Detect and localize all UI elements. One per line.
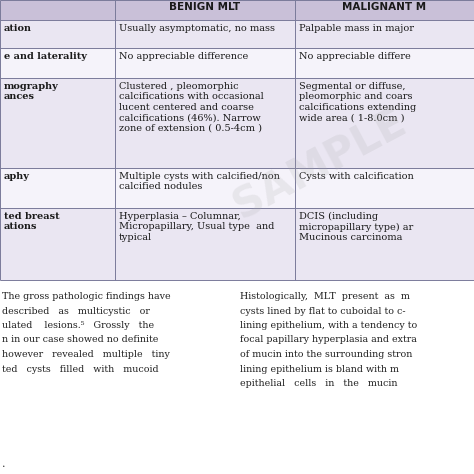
Text: lining epithelium, with a tendency to: lining epithelium, with a tendency to (240, 321, 417, 330)
Bar (115, 20, 295, 48)
Text: MALIGNANT M: MALIGNANT M (342, 2, 427, 12)
Bar (115, 208, 295, 280)
Text: lining epithelium is bland with m: lining epithelium is bland with m (240, 365, 399, 374)
Text: ted   cysts   filled   with   mucoid: ted cysts filled with mucoid (2, 365, 159, 374)
Bar (0, 48, 115, 78)
Bar (295, 208, 474, 280)
Bar (115, 48, 295, 78)
Text: focal papillary hyperplasia and extra: focal papillary hyperplasia and extra (240, 336, 417, 345)
Bar (115, 168, 295, 208)
Text: Cysts with calcification: Cysts with calcification (299, 172, 414, 181)
Text: Clustered , pleomorphic
calcifications with occasional
lucent centered and coars: Clustered , pleomorphic calcifications w… (119, 82, 264, 133)
Bar (0, 78, 115, 168)
Bar (295, 48, 474, 78)
Text: DCIS (including
micropapillary type) ar
Mucinous carcinoma: DCIS (including micropapillary type) ar … (299, 212, 413, 242)
Bar (295, 0, 474, 20)
Text: SAMPLE: SAMPLE (227, 101, 413, 227)
Text: Multiple cysts with calcified/non
calcified nodules: Multiple cysts with calcified/non calcif… (119, 172, 280, 191)
Text: .: . (2, 459, 6, 469)
Text: mography
ances: mography ances (4, 82, 59, 101)
Bar (295, 168, 474, 208)
Text: epithelial   cells   in   the   mucin: epithelial cells in the mucin (240, 379, 398, 388)
Text: The gross pathologic findings have: The gross pathologic findings have (2, 292, 171, 301)
Bar (115, 78, 295, 168)
Text: Usually asymptomatic, no mass: Usually asymptomatic, no mass (119, 24, 275, 33)
Text: BENIGN MLT: BENIGN MLT (169, 2, 241, 12)
Text: ation: ation (4, 24, 32, 33)
Bar (0, 208, 115, 280)
Text: n in our case showed no definite: n in our case showed no definite (2, 336, 158, 345)
Bar (0, 0, 115, 20)
Text: aphy: aphy (4, 172, 30, 181)
Text: No appreciable differe: No appreciable differe (299, 52, 411, 61)
Text: Histologically,  MLT  present  as  m: Histologically, MLT present as m (240, 292, 410, 301)
Text: of mucin into the surrounding stron: of mucin into the surrounding stron (240, 350, 412, 359)
Text: e and laterality: e and laterality (4, 52, 87, 61)
Text: Segmental or diffuse,
pleomorphic and coars
calcifications extending
wide area (: Segmental or diffuse, pleomorphic and co… (299, 82, 416, 122)
Text: Palpable mass in major: Palpable mass in major (299, 24, 414, 33)
Text: ted breast
ations: ted breast ations (4, 212, 60, 231)
Text: described   as   multicystic   or: described as multicystic or (2, 307, 150, 316)
Bar (0, 168, 115, 208)
Text: cysts lined by flat to cuboidal to c-: cysts lined by flat to cuboidal to c- (240, 307, 406, 316)
Text: ulated    lesions.⁵   Grossly   the: ulated lesions.⁵ Grossly the (2, 321, 154, 330)
Text: however   revealed   multiple   tiny: however revealed multiple tiny (2, 350, 170, 359)
Bar (0, 20, 115, 48)
Text: Hyperplasia – Columnar,
Micropapillary, Usual type  and
typical: Hyperplasia – Columnar, Micropapillary, … (119, 212, 274, 242)
Text: No appreciable difference: No appreciable difference (119, 52, 248, 61)
Bar (295, 20, 474, 48)
Bar (295, 78, 474, 168)
Bar (115, 0, 295, 20)
